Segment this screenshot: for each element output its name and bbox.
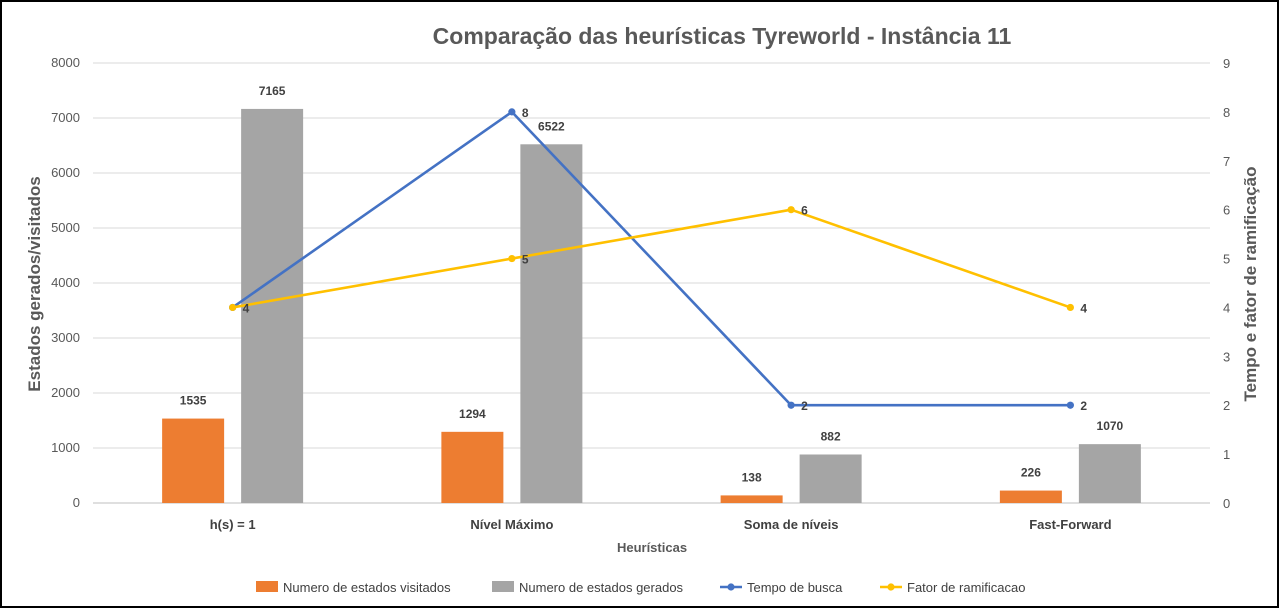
y-tick-label: 3000	[51, 330, 80, 345]
y-tick-label: 8000	[51, 55, 80, 70]
line-data-label: 4	[1080, 301, 1087, 315]
legend-label: Numero de estados gerados	[519, 580, 684, 595]
legend: Numero de estados visitados Numero de est…	[256, 580, 1026, 595]
series-line	[232, 208, 1071, 309]
bar	[162, 418, 225, 503]
legend-swatch	[256, 581, 278, 592]
y2-tick-label: 6	[1223, 203, 1230, 218]
line-data-label: 2	[1080, 399, 1087, 413]
y2-axis-title: Tempo e fator de ramificação	[1241, 167, 1260, 402]
series-line	[231, 110, 1071, 407]
line-data-label: 6	[801, 204, 808, 218]
y2-tick-label: 0	[1223, 496, 1230, 511]
legend-marker	[887, 583, 895, 591]
line-data-label: 5	[522, 253, 529, 267]
bar-data-label: 138	[742, 470, 762, 484]
legend-label: Numero de estados visitados	[283, 580, 451, 595]
y-tick-label: 4000	[51, 275, 80, 290]
bar	[441, 431, 504, 503]
legend-label: Tempo de busca	[747, 580, 843, 595]
bar-data-label: 7165	[259, 84, 286, 98]
legend-marker	[727, 583, 735, 591]
x-tick-label: Soma de níveis	[744, 517, 839, 532]
y2-tick-label: 3	[1223, 349, 1230, 364]
bar	[1078, 444, 1141, 503]
bar	[241, 108, 304, 504]
line-data-label: 4	[243, 301, 250, 315]
x-tick-label: Nível Máximo	[470, 517, 553, 532]
x-tick-label: Fast-Forward	[1029, 517, 1111, 532]
y2-tick-label: 8	[1223, 105, 1230, 120]
line-data-label: 2	[801, 399, 808, 413]
bar	[799, 454, 862, 503]
line-point	[1066, 401, 1074, 409]
line-point	[508, 108, 516, 116]
line-point	[229, 303, 237, 312]
x-axis-title: Heurísticas	[617, 540, 687, 555]
y-tick-label: 0	[73, 495, 80, 510]
bar-data-label: 6522	[538, 119, 565, 133]
y-tick-label: 6000	[51, 165, 80, 180]
y2-tick-label: 7	[1223, 154, 1230, 169]
bar	[720, 495, 783, 503]
y-tick-label: 1000	[51, 440, 80, 455]
legend-swatch	[492, 581, 514, 592]
y-tick-label: 7000	[51, 110, 80, 125]
y-tick-label: 5000	[51, 220, 80, 235]
bar-data-label: 1535	[180, 394, 207, 408]
line-point	[1066, 303, 1074, 312]
bar-data-label: 226	[1021, 466, 1041, 480]
chart-title: Comparação das heurísticas Tyreworld - I…	[433, 23, 1012, 49]
line-data-label: 8	[522, 106, 529, 120]
y2-tick-label: 1	[1223, 447, 1230, 462]
bar	[520, 144, 583, 504]
legend-label: Fator de ramificacao	[907, 580, 1026, 595]
y2-tick-label: 5	[1223, 252, 1230, 267]
line-point	[508, 254, 516, 263]
bar	[999, 490, 1062, 503]
line-point	[787, 401, 795, 409]
bar-data-label: 1070	[1097, 419, 1124, 433]
bar-data-label: 1294	[459, 407, 486, 421]
y2-tick-label: 4	[1223, 300, 1230, 315]
y2-tick-label: 2	[1223, 398, 1230, 413]
y-tick-label: 2000	[51, 385, 80, 400]
y2-tick-label: 9	[1223, 56, 1230, 71]
bar-data-label: 882	[821, 429, 841, 443]
x-tick-label: h(s) = 1	[210, 517, 256, 532]
y-axis-title: Estados gerados/visitados	[25, 176, 44, 391]
line-point	[787, 206, 795, 214]
